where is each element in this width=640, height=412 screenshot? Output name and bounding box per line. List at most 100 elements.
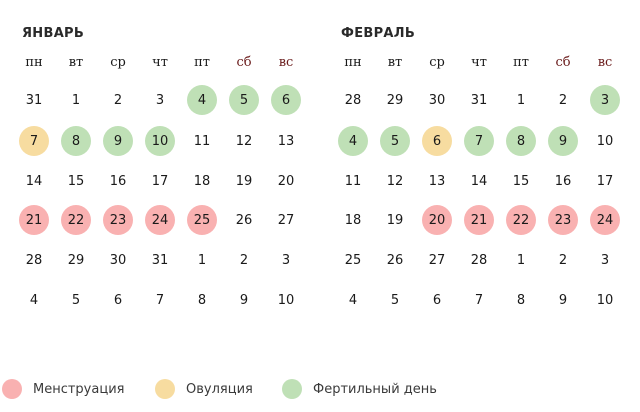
day-cell[interactable]: 10 [596, 133, 614, 149]
day-cell[interactable]: 6 [113, 292, 123, 308]
menstruation-dot-icon [2, 379, 22, 399]
day-cell[interactable]: 2 [558, 92, 568, 108]
day-cell[interactable]: 6 [432, 292, 442, 308]
day-cell[interactable]: 7 [474, 292, 484, 308]
day-cell-fertile[interactable]: 4 [338, 126, 368, 156]
day-cell-fertile[interactable]: 8 [61, 126, 91, 156]
day-cell[interactable]: 26 [386, 252, 404, 268]
day-cell[interactable]: 27 [428, 252, 446, 268]
day-cell[interactable]: 13 [277, 133, 295, 149]
day-cell[interactable]: 3 [155, 92, 165, 108]
day-cell[interactable]: 18 [344, 212, 362, 228]
day-cell[interactable]: 4 [348, 292, 358, 308]
day-cell[interactable]: 19 [386, 212, 404, 228]
day-cell[interactable]: 13 [428, 173, 446, 189]
weekday-header: пн [25, 54, 43, 70]
day-cell[interactable]: 14 [25, 173, 43, 189]
day-cell-fertile[interactable]: 10 [145, 126, 175, 156]
day-cell[interactable]: 9 [239, 292, 249, 308]
weekday-header: сб [236, 54, 252, 70]
day-cell[interactable]: 28 [470, 252, 488, 268]
weekday-header: вс [597, 54, 613, 70]
day-cell[interactable]: 29 [386, 92, 404, 108]
weekday-header: сб [555, 54, 571, 70]
fertile-dot-icon [282, 379, 302, 399]
day-cell-fertile[interactable]: 8 [506, 126, 536, 156]
day-cell[interactable]: 31 [470, 92, 488, 108]
day-cell[interactable]: 1 [197, 252, 207, 268]
day-cell-menstruation[interactable]: 23 [103, 205, 133, 235]
day-cell[interactable]: 19 [235, 173, 253, 189]
weekday-header: ср [110, 54, 126, 70]
day-cell[interactable]: 18 [193, 173, 211, 189]
day-cell[interactable]: 27 [277, 212, 295, 228]
day-cell[interactable]: 17 [151, 173, 169, 189]
day-cell[interactable]: 10 [596, 292, 614, 308]
day-cell[interactable]: 25 [344, 252, 362, 268]
month-title: ФЕВРАЛЬ [341, 26, 416, 41]
day-cell[interactable]: 5 [71, 292, 81, 308]
day-cell[interactable]: 1 [71, 92, 81, 108]
day-cell[interactable]: 17 [596, 173, 614, 189]
ovulation-dot-icon [155, 379, 175, 399]
day-cell-menstruation[interactable]: 22 [506, 205, 536, 235]
day-cell-menstruation[interactable]: 22 [61, 205, 91, 235]
day-cell[interactable]: 30 [428, 92, 446, 108]
month-title: ЯНВАРЬ [22, 26, 85, 41]
legend-label: Овуляция [186, 381, 253, 397]
day-cell[interactable]: 3 [281, 252, 291, 268]
day-cell[interactable]: 28 [344, 92, 362, 108]
day-cell[interactable]: 11 [193, 133, 211, 149]
day-cell[interactable]: 2 [558, 252, 568, 268]
day-cell-fertile[interactable]: 5 [229, 85, 259, 115]
day-cell[interactable]: 26 [235, 212, 253, 228]
day-cell[interactable]: 15 [67, 173, 85, 189]
day-cell[interactable]: 1 [516, 252, 526, 268]
day-cell[interactable]: 31 [151, 252, 169, 268]
day-cell[interactable]: 15 [512, 173, 530, 189]
weekday-header: вс [278, 54, 294, 70]
day-cell[interactable]: 12 [235, 133, 253, 149]
day-cell-menstruation[interactable]: 21 [19, 205, 49, 235]
day-cell[interactable]: 9 [558, 292, 568, 308]
day-cell-fertile[interactable]: 3 [590, 85, 620, 115]
day-cell-fertile[interactable]: 7 [464, 126, 494, 156]
day-cell[interactable]: 20 [277, 173, 295, 189]
weekday-header: чт [152, 54, 168, 70]
day-cell-menstruation[interactable]: 24 [145, 205, 175, 235]
day-cell-menstruation[interactable]: 21 [464, 205, 494, 235]
day-cell[interactable]: 14 [470, 173, 488, 189]
day-cell-menstruation[interactable]: 23 [548, 205, 578, 235]
weekday-header: пт [194, 54, 210, 70]
day-cell-ovulation[interactable]: 7 [19, 126, 49, 156]
day-cell-fertile[interactable]: 6 [271, 85, 301, 115]
day-cell-fertile[interactable]: 9 [103, 126, 133, 156]
day-cell[interactable]: 28 [25, 252, 43, 268]
day-cell[interactable]: 12 [386, 173, 404, 189]
day-cell[interactable]: 8 [516, 292, 526, 308]
day-cell[interactable]: 30 [109, 252, 127, 268]
day-cell-ovulation[interactable]: 6 [422, 126, 452, 156]
day-cell-fertile[interactable]: 4 [187, 85, 217, 115]
day-cell-menstruation[interactable]: 25 [187, 205, 217, 235]
day-cell[interactable]: 8 [197, 292, 207, 308]
day-cell[interactable]: 16 [109, 173, 127, 189]
day-cell[interactable]: 2 [113, 92, 123, 108]
day-cell[interactable]: 10 [277, 292, 295, 308]
day-cell[interactable]: 3 [600, 252, 610, 268]
day-cell-fertile[interactable]: 9 [548, 126, 578, 156]
day-cell-menstruation[interactable]: 24 [590, 205, 620, 235]
day-cell[interactable]: 1 [516, 92, 526, 108]
day-cell[interactable]: 2 [239, 252, 249, 268]
legend: Менструация Овуляция Фертильный день [0, 376, 640, 402]
day-cell-menstruation[interactable]: 20 [422, 205, 452, 235]
day-cell[interactable]: 16 [554, 173, 572, 189]
weekday-header: пн [344, 54, 362, 70]
day-cell-fertile[interactable]: 5 [380, 126, 410, 156]
day-cell[interactable]: 7 [155, 292, 165, 308]
day-cell[interactable]: 5 [390, 292, 400, 308]
day-cell[interactable]: 11 [344, 173, 362, 189]
day-cell[interactable]: 29 [67, 252, 85, 268]
day-cell[interactable]: 31 [25, 92, 43, 108]
day-cell[interactable]: 4 [29, 292, 39, 308]
